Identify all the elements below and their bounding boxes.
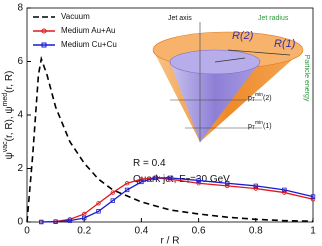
marker bbox=[224, 181, 230, 186]
y-axis-label-part: (r, R) bbox=[4, 71, 15, 93]
marker bbox=[82, 215, 87, 221]
y-axis-label-part: vac bbox=[2, 141, 9, 152]
annotation: R = 0.4 bbox=[133, 158, 166, 169]
marker bbox=[67, 218, 73, 223]
marker bbox=[196, 181, 201, 186]
marker bbox=[139, 179, 144, 185]
marker bbox=[224, 183, 230, 189]
x-tick-label: 1 bbox=[310, 226, 316, 237]
marker bbox=[124, 181, 130, 186]
marker bbox=[53, 219, 58, 224]
jet-axis-label: Jet axis bbox=[168, 15, 192, 22]
marker bbox=[167, 175, 173, 181]
x-tick-label: 0 bbox=[24, 226, 30, 237]
x-tick-label: 0.2 bbox=[77, 226, 91, 237]
marker bbox=[310, 194, 316, 199]
marker bbox=[96, 209, 101, 214]
legend-label: Vacuum bbox=[61, 12, 90, 21]
legend-label: Medium Au+Au bbox=[61, 26, 115, 35]
marker bbox=[81, 211, 87, 217]
jet-cone-diagram: Jet axis Jet radius R(2) R(1) pTmin(2) p… bbox=[152, 15, 310, 142]
marker bbox=[310, 197, 316, 202]
y-tick-label: 2 bbox=[17, 163, 23, 174]
radius-line bbox=[214, 57, 246, 63]
marker bbox=[39, 219, 44, 225]
marker bbox=[253, 186, 258, 191]
x-tick-label: 0.6 bbox=[192, 226, 206, 237]
y-tick-label: 6 bbox=[17, 56, 23, 67]
marker bbox=[282, 190, 287, 195]
marker bbox=[110, 198, 115, 203]
legend-marker bbox=[41, 28, 47, 34]
r2-label: R(2) bbox=[232, 30, 254, 42]
annotation-part: =30 GeV bbox=[190, 174, 230, 185]
y-tick-label: 4 bbox=[17, 110, 23, 121]
y-axis-label-part: ψ bbox=[4, 152, 15, 159]
legend-marker bbox=[41, 42, 47, 48]
y-axis-label: ψvac(r, R), ψmed(r, R) bbox=[2, 71, 15, 160]
marker bbox=[153, 175, 158, 181]
annotation-part: R = 0.4 bbox=[133, 158, 166, 169]
y-tick-label: 0 bbox=[17, 217, 23, 228]
x-tick-label: 0.8 bbox=[249, 226, 263, 237]
pt1-label: pTmin(1) bbox=[248, 120, 272, 131]
y-axis-label-part: med bbox=[2, 93, 9, 107]
y-axis-label-part: (r, R), ψ bbox=[4, 106, 15, 141]
x-tick-label: 0.4 bbox=[134, 226, 148, 237]
particle-energy-label: Particle energy bbox=[303, 55, 310, 102]
x-axis-label: r / R bbox=[161, 236, 180, 246]
series-line bbox=[26, 55, 314, 223]
annotation-part: Quark jet, E bbox=[133, 174, 186, 185]
inner-cone bbox=[170, 62, 260, 142]
series-line bbox=[41, 177, 314, 223]
radius-line bbox=[227, 49, 291, 56]
pt2-label: pTmin(2) bbox=[248, 92, 272, 103]
r1-label: R(1) bbox=[274, 38, 296, 50]
jet-radius-label: Jet radius bbox=[258, 15, 289, 22]
marker bbox=[139, 176, 144, 182]
y-tick-label: 8 bbox=[17, 3, 23, 14]
series-line bbox=[41, 177, 314, 223]
marker bbox=[282, 187, 287, 193]
legend-label: Medium Cu+Cu bbox=[61, 40, 117, 49]
marker bbox=[196, 178, 201, 183]
marker bbox=[110, 190, 115, 195]
marker bbox=[124, 187, 130, 193]
marker bbox=[96, 201, 101, 206]
marker bbox=[253, 183, 258, 189]
